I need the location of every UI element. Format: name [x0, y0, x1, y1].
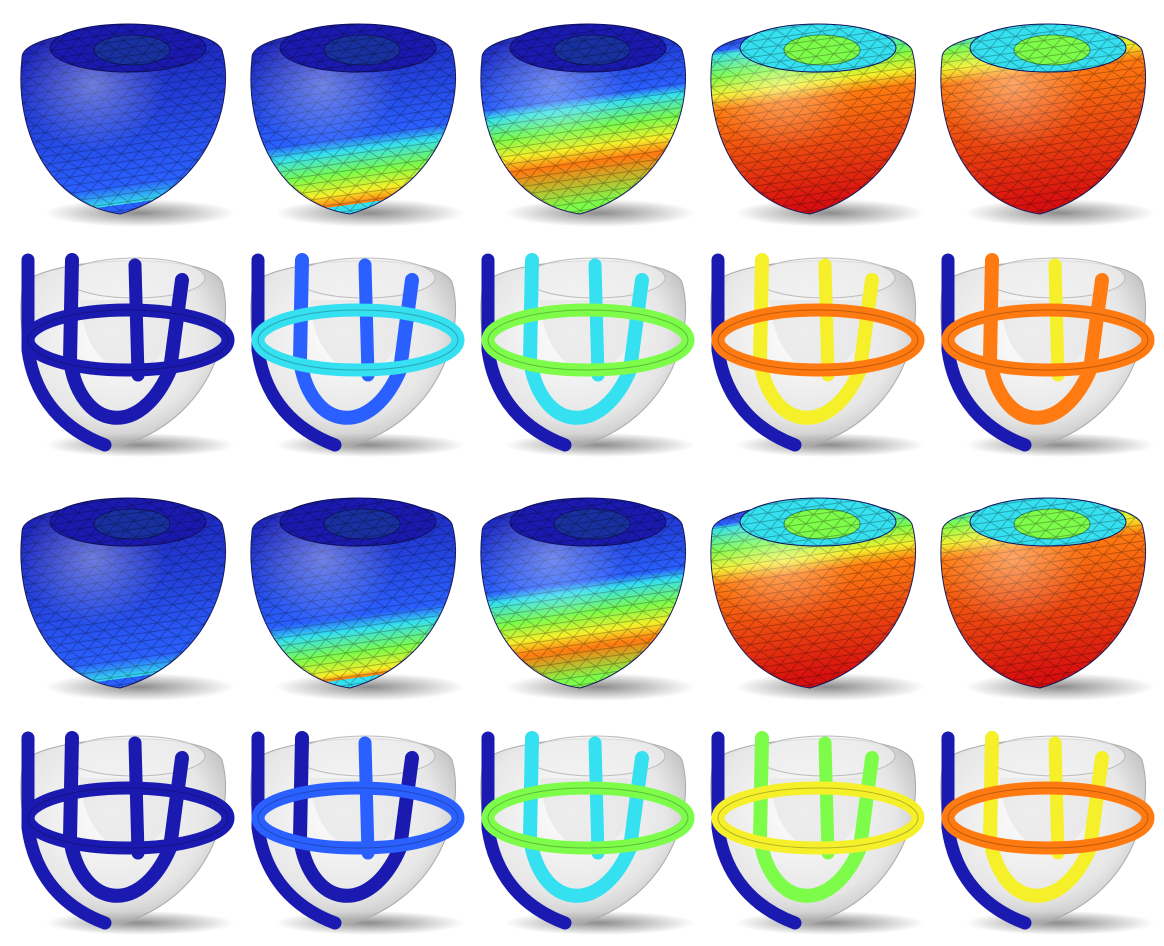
heart-slices-r4-c5	[940, 731, 1155, 935]
heart-mesh-r3-c2	[250, 497, 465, 701]
heart-mesh-r3-c1	[20, 497, 235, 701]
heart-slices-r4-c1	[20, 731, 235, 935]
heart-mesh-r1-c1	[20, 23, 235, 227]
heart-slices-r2-c3	[480, 253, 695, 457]
heart-mesh-r1-c5	[940, 23, 1155, 227]
heart-mesh-r3-c4	[710, 497, 925, 701]
heart-slices-r2-c5	[940, 253, 1155, 457]
heart-mesh-r3-c5	[940, 497, 1155, 701]
heart-slices-r4-c2	[250, 731, 465, 935]
heart-mesh-r1-c2	[250, 23, 465, 227]
heart-slices-r2-c1	[20, 253, 235, 457]
heart-mesh-r1-c3	[480, 23, 695, 227]
heart-slices-r4-c3	[480, 731, 695, 935]
heart-mesh-r1-c4	[710, 23, 925, 227]
heart-slices-r4-c4	[710, 731, 925, 935]
heart-grid	[20, 23, 1155, 935]
heart-slices-r2-c2	[250, 253, 465, 457]
heart-slices-r2-c4	[710, 253, 925, 457]
heart-mesh-r3-c3	[480, 497, 695, 701]
